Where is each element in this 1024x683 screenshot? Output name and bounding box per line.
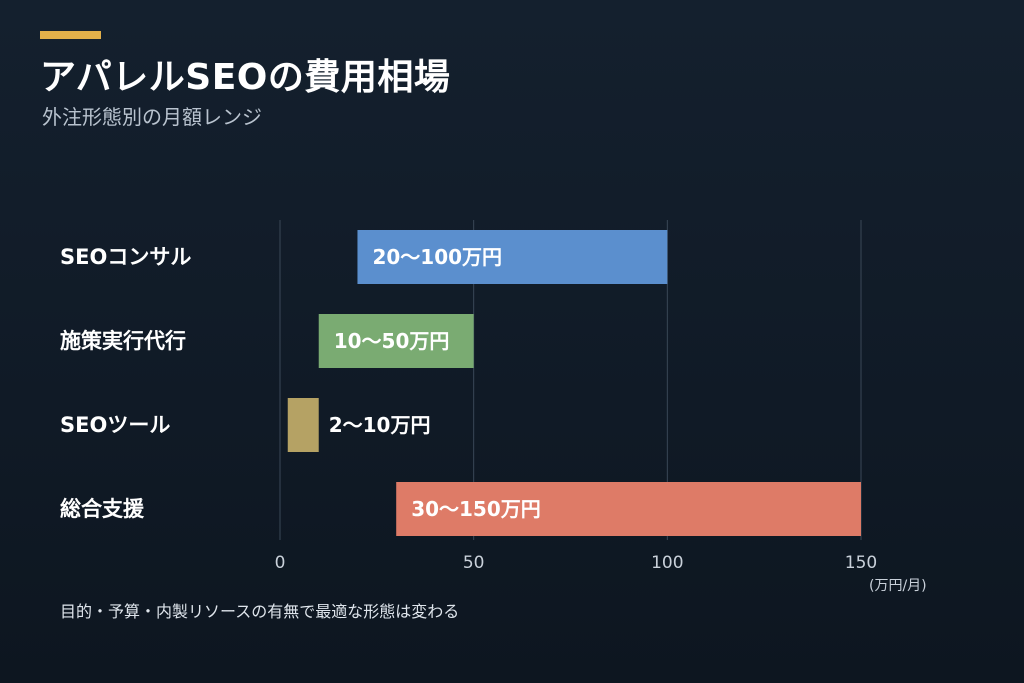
page-subtitle: 外注形態別の月額レンジ [42,105,262,129]
range-bar [396,482,861,536]
category-label: SEOコンサル [60,245,191,269]
category-label: SEOツール [60,413,170,437]
chart-footnote: 目的・予算・内製リソースの有無で最適な形態は変わる [60,602,460,621]
category-label: 施策実行代行 [60,329,186,353]
range-bar [357,230,668,284]
bar-value-label: 2〜10万円 [329,413,431,437]
bar-value-label: 20〜100万円 [372,245,502,269]
bar-value-label: 10〜50万円 [334,329,450,353]
x-tick-label: 100 [651,553,683,573]
range-bar [287,398,319,452]
x-tick-label: 0 [275,553,286,573]
bar-value-label: 30〜150万円 [411,497,541,521]
page-title: アパレルSEOの費用相場 [40,57,451,98]
x-tick-label: 150 [845,553,877,573]
x-tick-label: 50 [463,553,485,573]
title-accent-bar [40,31,101,39]
range-bar [318,314,474,368]
category-label: 総合支援 [60,497,145,521]
x-unit-label: (万円/月) [869,578,927,594]
